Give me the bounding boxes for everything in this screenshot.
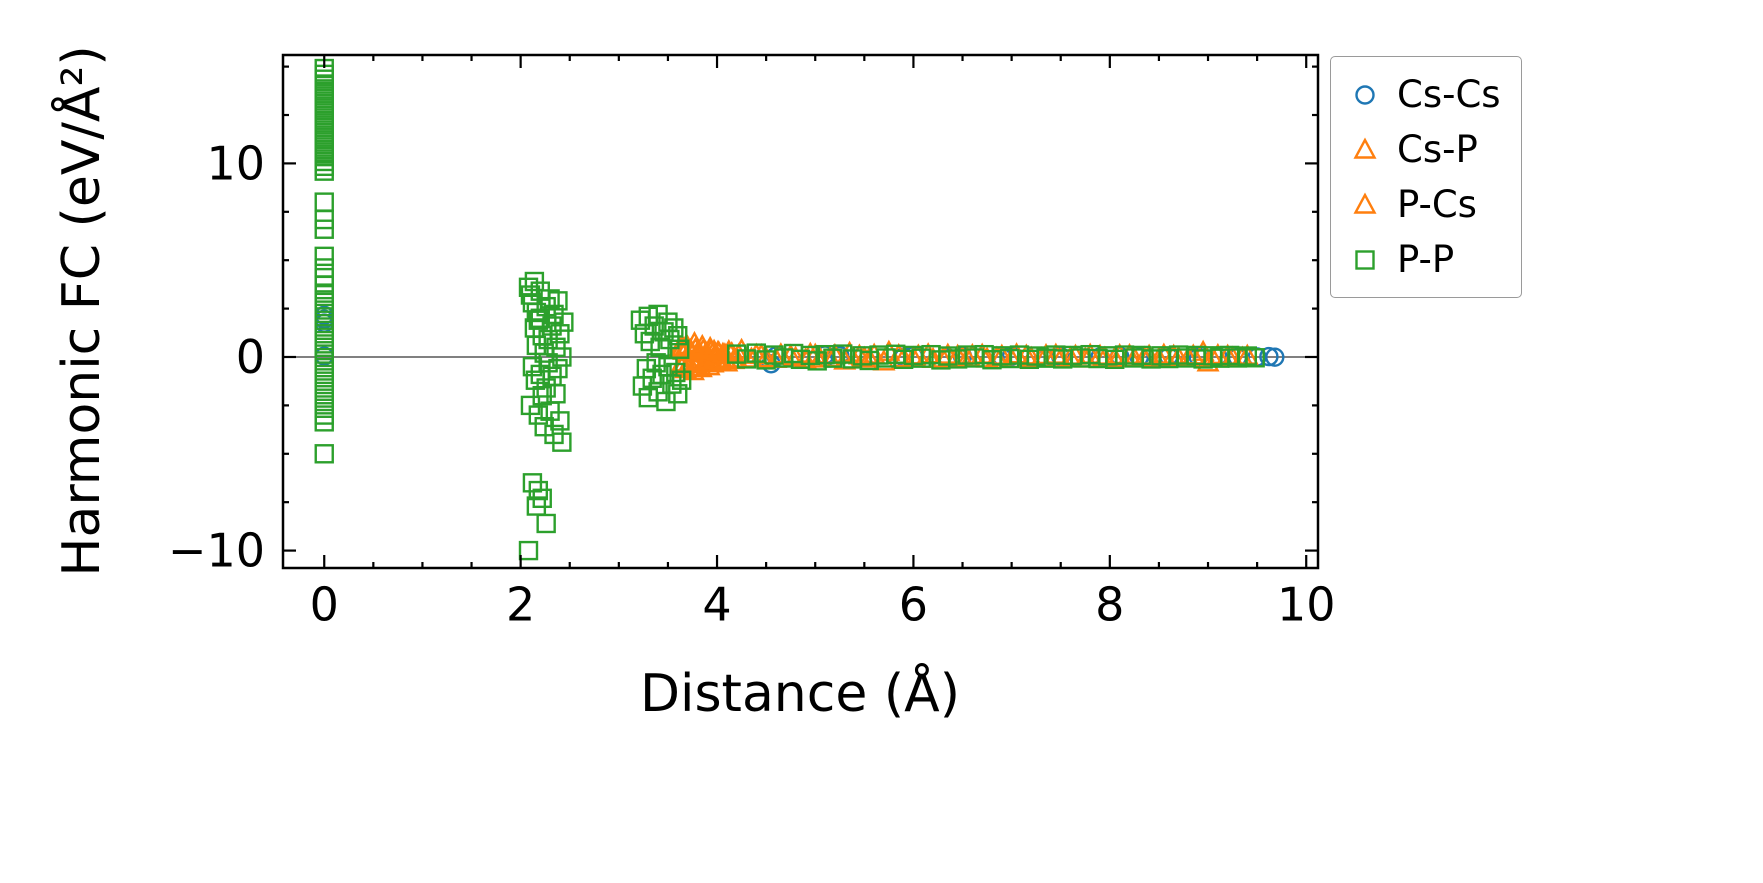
legend-entry-cs-p: Cs-P: [1345, 122, 1501, 177]
legend-label: P-P: [1397, 238, 1455, 281]
x-tick-label: 6: [899, 577, 928, 631]
x-tick-label: 0: [310, 577, 339, 631]
square-marker-icon: [1345, 240, 1385, 280]
x-tick-label: 10: [1277, 577, 1336, 631]
x-tick-label: 4: [702, 577, 731, 631]
circle-marker-icon: [1345, 75, 1385, 115]
legend: Cs-Cs Cs-P P-Cs P-P: [1330, 56, 1522, 298]
y-tick-label: 0: [236, 330, 265, 384]
legend-label: Cs-P: [1397, 128, 1478, 171]
y-axis-label: Harmonic FC (eV/Å²): [52, 45, 112, 577]
series-P-P: [314, 58, 1265, 561]
triangle-marker-icon: [1345, 185, 1385, 225]
legend-entry-p-cs: P-Cs: [1345, 177, 1501, 232]
legend-label: P-Cs: [1397, 183, 1477, 226]
legend-entry-cs-cs: Cs-Cs: [1345, 67, 1501, 122]
legend-label: Cs-Cs: [1397, 73, 1501, 116]
y-tick-label: 10: [206, 137, 265, 191]
x-axis-label: Distance (Å): [639, 664, 961, 724]
triangle-marker-icon: [1345, 130, 1385, 170]
tick-labels: 0 2 4 6 8 10 −10 0 10: [168, 137, 1336, 632]
x-tick-label: 8: [1095, 577, 1124, 631]
x-tick-label: 2: [506, 577, 535, 631]
ticks: [283, 55, 1318, 568]
y-tick-label: −10: [168, 524, 265, 578]
plot-border: [281, 53, 1320, 570]
legend-entry-p-p: P-P: [1345, 232, 1501, 287]
